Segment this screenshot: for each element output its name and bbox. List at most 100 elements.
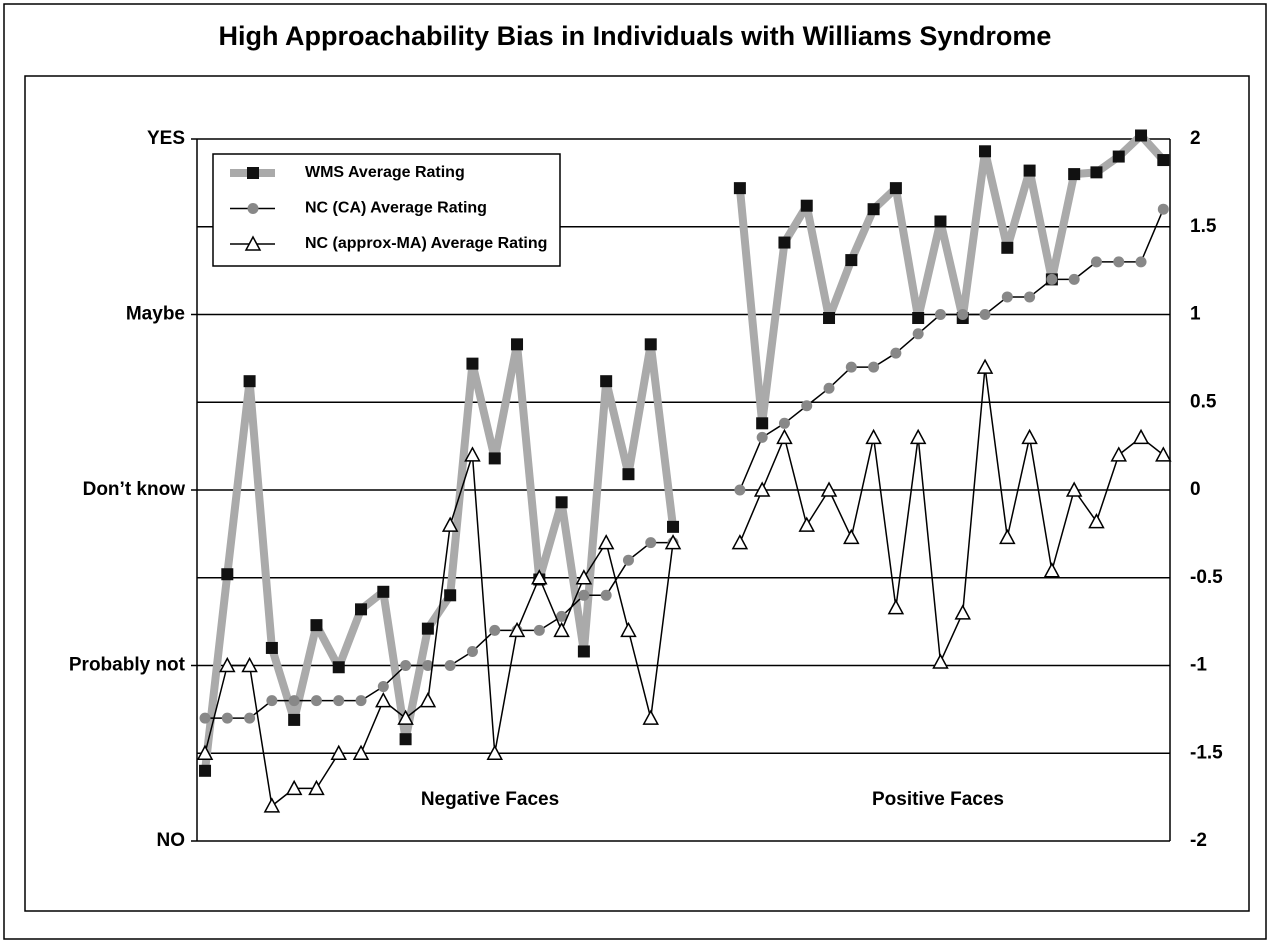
marker	[333, 695, 345, 707]
marker	[622, 468, 635, 481]
series-line	[204, 366, 1164, 807]
marker	[577, 645, 590, 658]
marker	[1157, 154, 1170, 167]
marker	[887, 599, 905, 615]
marker	[976, 358, 994, 374]
marker	[241, 656, 258, 673]
y2-tick-label: 1.5	[1190, 216, 1217, 237]
marker	[1001, 291, 1013, 303]
marker	[843, 528, 860, 545]
marker	[1068, 168, 1081, 181]
marker	[979, 145, 992, 158]
marker	[1110, 446, 1127, 462]
marker	[288, 713, 301, 726]
marker	[397, 709, 414, 725]
y2-tick-label: -2	[1190, 830, 1207, 851]
marker	[444, 660, 456, 671]
marker	[511, 338, 524, 351]
marker	[934, 215, 947, 228]
marker	[377, 681, 389, 693]
marker	[1113, 256, 1125, 268]
marker	[247, 203, 259, 214]
marker	[889, 182, 902, 195]
marker	[912, 312, 925, 325]
marker	[865, 428, 882, 445]
marker	[555, 496, 568, 509]
marker	[488, 452, 501, 465]
marker	[221, 712, 233, 724]
plot-frame	[24, 75, 1250, 912]
marker	[263, 797, 281, 813]
y2-tick-label: 0	[1190, 479, 1201, 500]
marker	[1024, 291, 1036, 303]
y-tick-label: Probably not	[69, 655, 186, 676]
marker	[399, 733, 412, 746]
marker	[1088, 513, 1105, 529]
marker	[1068, 273, 1080, 285]
marker	[310, 695, 322, 707]
marker	[508, 621, 526, 638]
marker	[533, 624, 545, 636]
marker	[912, 328, 924, 340]
marker	[531, 569, 548, 585]
marker	[776, 428, 793, 445]
marker	[664, 534, 682, 550]
legend-label: NC (approx-MA) Average Rating	[305, 235, 547, 252]
marker	[845, 361, 857, 373]
marker	[219, 656, 236, 673]
marker	[464, 446, 481, 462]
chart-title: High Approachability Bias in Individuals…	[219, 21, 1052, 51]
marker	[845, 254, 858, 267]
marker	[1112, 150, 1125, 163]
marker	[556, 610, 568, 622]
marker	[441, 516, 459, 532]
marker	[932, 653, 949, 669]
marker	[778, 236, 791, 249]
y-tick-label: NO	[157, 830, 186, 851]
marker	[798, 516, 815, 532]
marker	[823, 382, 835, 394]
marker	[979, 309, 991, 320]
marker	[756, 431, 768, 443]
marker	[800, 199, 813, 212]
marker	[1046, 273, 1058, 285]
marker	[1065, 481, 1083, 497]
marker	[247, 167, 259, 179]
marker	[645, 537, 657, 549]
marker	[1135, 256, 1147, 268]
marker	[954, 604, 971, 620]
marker	[489, 624, 501, 636]
marker	[999, 528, 1016, 545]
y2-tick-label: -1	[1190, 655, 1207, 676]
marker	[332, 661, 345, 674]
marker	[375, 692, 392, 708]
marker	[734, 484, 746, 496]
y2-tick-label: -1.5	[1190, 742, 1223, 763]
marker	[421, 622, 434, 635]
marker	[644, 338, 657, 351]
marker	[890, 347, 902, 359]
marker	[285, 779, 303, 796]
marker	[486, 744, 503, 760]
marker	[620, 621, 637, 638]
marker	[823, 312, 836, 325]
marker	[266, 695, 278, 707]
marker	[422, 660, 434, 671]
marker	[622, 554, 634, 566]
marker	[419, 692, 437, 708]
marker	[310, 619, 323, 632]
marker	[667, 520, 680, 533]
marker	[330, 744, 347, 760]
marker	[1001, 241, 1014, 254]
marker	[801, 400, 813, 412]
marker	[1132, 428, 1150, 445]
marker	[199, 712, 211, 724]
marker	[466, 357, 479, 370]
marker	[355, 603, 368, 616]
marker	[1155, 446, 1172, 462]
marker	[199, 764, 212, 777]
marker	[466, 645, 478, 657]
marker	[731, 534, 749, 550]
marker	[934, 309, 946, 320]
